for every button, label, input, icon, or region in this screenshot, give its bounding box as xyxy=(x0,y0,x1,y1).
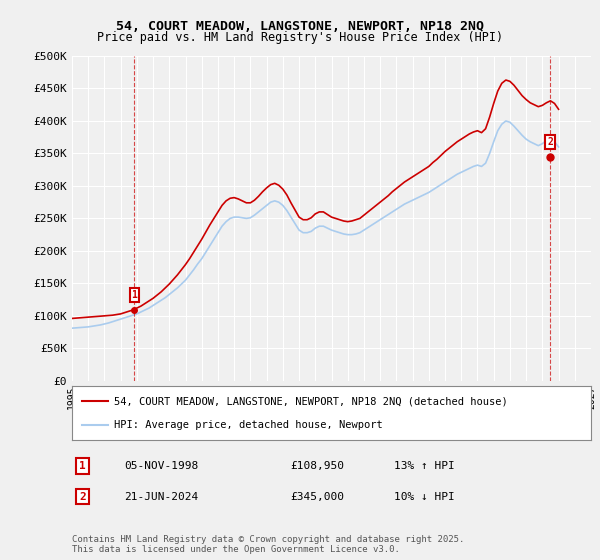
Text: 13% ↑ HPI: 13% ↑ HPI xyxy=(394,461,455,471)
Text: Price paid vs. HM Land Registry's House Price Index (HPI): Price paid vs. HM Land Registry's House … xyxy=(97,31,503,44)
Text: 54, COURT MEADOW, LANGSTONE, NEWPORT, NP18 2NQ (detached house): 54, COURT MEADOW, LANGSTONE, NEWPORT, NP… xyxy=(113,396,507,407)
Text: 1: 1 xyxy=(131,290,137,300)
Text: 54, COURT MEADOW, LANGSTONE, NEWPORT, NP18 2NQ: 54, COURT MEADOW, LANGSTONE, NEWPORT, NP… xyxy=(116,20,484,32)
Text: £345,000: £345,000 xyxy=(290,492,344,502)
Text: 21-JUN-2024: 21-JUN-2024 xyxy=(124,492,198,502)
Text: 2: 2 xyxy=(547,137,553,147)
Text: HPI: Average price, detached house, Newport: HPI: Average price, detached house, Newp… xyxy=(113,419,382,430)
Text: Contains HM Land Registry data © Crown copyright and database right 2025.
This d: Contains HM Land Registry data © Crown c… xyxy=(72,535,464,554)
Text: 10% ↓ HPI: 10% ↓ HPI xyxy=(394,492,455,502)
Text: 2: 2 xyxy=(79,492,86,502)
Text: 1: 1 xyxy=(79,461,86,471)
Text: £108,950: £108,950 xyxy=(290,461,344,471)
Text: 05-NOV-1998: 05-NOV-1998 xyxy=(124,461,198,471)
